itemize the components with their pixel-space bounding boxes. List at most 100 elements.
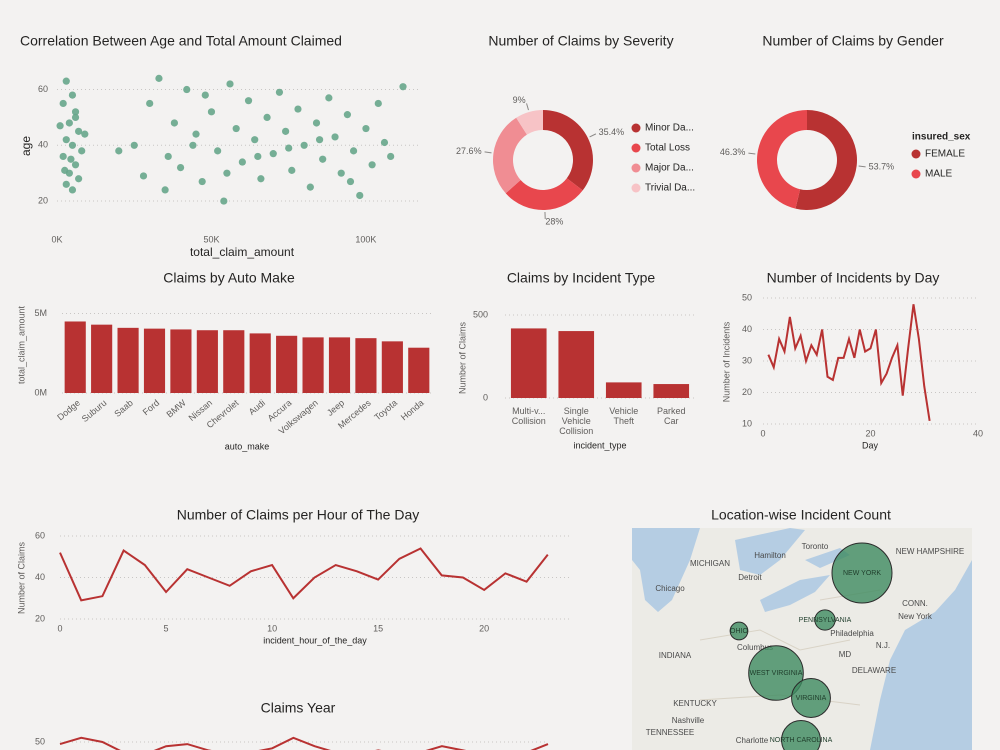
map-place-label: INDIANA	[659, 651, 692, 660]
map-place-label: Philadelphia	[830, 629, 874, 638]
scatter-point	[269, 150, 277, 158]
bar	[249, 333, 271, 393]
scatter-point	[59, 99, 67, 108]
leader-line	[748, 152, 756, 155]
bar	[170, 329, 192, 393]
bar	[276, 335, 298, 393]
bar	[558, 331, 595, 398]
scatter-point	[176, 163, 185, 172]
scatter-point	[146, 99, 154, 108]
scatter-point	[81, 130, 89, 138]
bar	[196, 330, 218, 393]
scatter-point	[189, 141, 197, 149]
scatter-point	[155, 74, 163, 82]
legend-label: FEMALE	[925, 149, 965, 160]
y-tick-label: 20	[38, 195, 48, 205]
legend-label: Minor Da...	[645, 123, 694, 134]
scatter-point	[71, 113, 80, 122]
map-place-label: New York	[898, 612, 933, 621]
data-label: 53.7%	[869, 162, 895, 172]
legend-label: Trivial Da...	[645, 183, 695, 194]
x-tick-label: Vehicle Theft	[609, 406, 639, 426]
y-tick-label: 50	[742, 292, 752, 302]
scatter-point	[56, 122, 64, 130]
x-tick-label: BMW	[164, 397, 188, 419]
x-tick-label: Dodge	[55, 398, 82, 423]
y-tick-label: 40	[38, 140, 48, 150]
chart-title: Claims Year	[261, 700, 336, 716]
leader-line	[858, 165, 866, 168]
bar	[223, 330, 245, 393]
bar	[408, 347, 430, 393]
y-tick-label: 10	[742, 418, 752, 428]
scatter-point	[226, 80, 234, 88]
scatter-point	[192, 130, 200, 138]
bubble	[781, 720, 821, 750]
scatter-point	[183, 85, 191, 94]
y-axis-label: Number of Incidents	[721, 321, 731, 402]
scatter-point	[315, 136, 324, 144]
bubble-label: PENNSYLVANIA	[799, 617, 852, 624]
bar	[117, 327, 139, 393]
scatter-point	[130, 141, 138, 149]
scatter-point	[306, 183, 314, 191]
y-tick-label: 5M	[34, 308, 47, 318]
lake	[632, 528, 700, 612]
x-tick-label: 5	[164, 623, 169, 633]
map-place-label: NEW HAMPSHIRE	[896, 547, 964, 556]
scatter-point	[399, 83, 407, 91]
y-tick-label: 40	[742, 324, 752, 334]
x-tick-label: Toyota	[372, 398, 399, 423]
chart-title: Claims by Auto Make	[163, 270, 295, 286]
donut-slice	[543, 110, 593, 191]
map-place-label: Nashville	[672, 716, 705, 725]
legend-label: Major Da...	[645, 163, 694, 174]
scatter-point	[59, 152, 67, 161]
y-tick-label: 40	[35, 572, 45, 582]
scatter-point	[331, 133, 339, 141]
scatter-point	[251, 136, 259, 144]
bar	[64, 321, 86, 393]
x-tick-label: Single Vehicle Collision	[559, 406, 594, 436]
x-tick-label: Ford	[141, 398, 162, 418]
scatter-point	[244, 97, 253, 105]
scatter-point	[288, 166, 296, 174]
bubble	[748, 645, 804, 701]
map-place-label: Columbus	[737, 643, 773, 652]
scatter-point	[263, 113, 271, 122]
line-series	[59, 547, 549, 602]
scatter-point	[362, 124, 370, 133]
map-place-label: CONN.	[902, 599, 928, 608]
scatter-point	[223, 169, 231, 177]
scatter-point	[214, 147, 222, 155]
scatter-point	[380, 138, 389, 147]
legend-swatch	[631, 183, 641, 193]
scatter-point	[232, 124, 240, 133]
bar	[381, 341, 403, 393]
y-axis-label: age	[19, 136, 33, 156]
chart-title: Location-wise Incident Count	[711, 507, 891, 523]
x-axis-label: incident_hour_of_the_day	[263, 635, 367, 645]
y-axis-label: total_claim_amount	[16, 305, 26, 384]
x-tick-label: Jeep	[325, 398, 346, 418]
y-tick-label: 60	[35, 530, 45, 540]
bubble	[791, 678, 831, 718]
scatter-point	[275, 88, 284, 96]
x-tick-label: Honda	[399, 398, 426, 423]
scatter-point	[161, 186, 169, 194]
map-place-label: MD	[839, 650, 852, 659]
scatter-point	[220, 197, 228, 205]
data-label: 9%	[513, 95, 526, 105]
scatter-point	[68, 141, 77, 149]
bar	[91, 324, 113, 393]
x-tick-label: 15	[373, 623, 383, 633]
scatter-point	[62, 136, 70, 144]
bar	[302, 337, 324, 393]
y-tick-label: 20	[35, 613, 45, 623]
data-label: 27.6%	[456, 146, 482, 156]
x-axis-label: Day	[862, 440, 879, 450]
donut-slice	[757, 110, 807, 209]
legend-label: MALE	[925, 169, 953, 180]
legend-title: insured_sex	[912, 132, 971, 143]
